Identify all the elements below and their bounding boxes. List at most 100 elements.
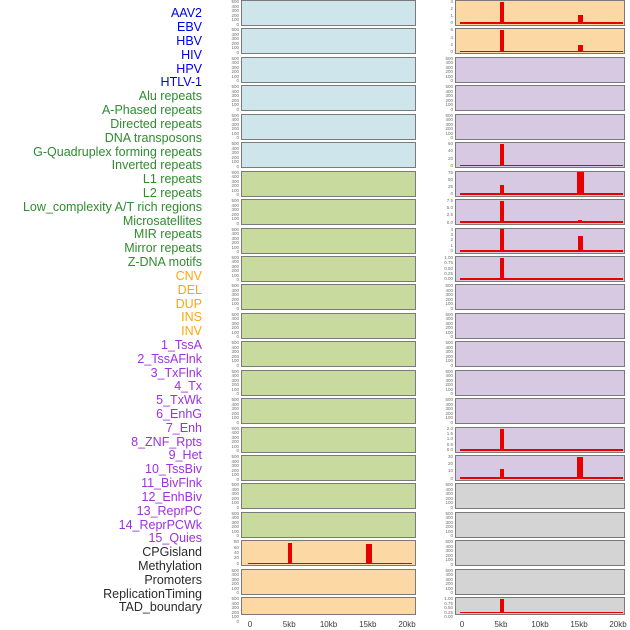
y-axis-ticks-dna-transposons: 500 400 300 200 100 0 — [219, 255, 239, 282]
y-axis-ticks-hbv: 500 400 300 200 100 0 — [219, 56, 239, 83]
track-label-replicationtiming: ReplicationTiming — [103, 586, 202, 601]
y-tick: 500 — [231, 226, 239, 232]
y-tick: 300 — [231, 377, 239, 383]
y-tick: 100 — [231, 272, 239, 278]
panel-z-dna-motifs — [241, 511, 416, 538]
y-axis-ticks-6-enhg: 7.5 5.0 2.5 0.0 — [433, 199, 453, 225]
y-tick: 400 — [445, 344, 453, 350]
y-tick: 200 — [231, 183, 239, 189]
y-tick: 200 — [231, 609, 239, 615]
y-tick: 300 — [445, 121, 453, 127]
y-tick: 300 — [231, 235, 239, 241]
y-tick: 400 — [231, 401, 239, 407]
y-tick: 500 — [231, 112, 239, 118]
y-tick: 500 — [231, 84, 239, 90]
y-tick: 20 — [447, 155, 453, 161]
y-tick: 400 — [231, 287, 239, 293]
signal-baseline — [460, 249, 623, 252]
track-label-alu-repeats: Alu repeats — [138, 89, 202, 104]
signal-spike-5kb — [500, 599, 504, 614]
signal-baseline — [460, 193, 623, 195]
y-tick: 400 — [445, 401, 453, 407]
track-label-htlv-1: HTLV-1 — [160, 75, 202, 90]
signal-baseline — [460, 449, 623, 451]
y-tick: 300 — [231, 320, 239, 326]
y-tick: 2 — [450, 41, 453, 47]
y-tick: 0.75 — [444, 260, 453, 266]
y-tick: 300 — [231, 150, 239, 156]
y-tick: 0 — [450, 504, 453, 510]
y-tick: 400 — [445, 373, 453, 379]
y-tick: 0 — [236, 163, 239, 169]
y-tick: 400 — [445, 486, 453, 492]
y-tick: 0 — [450, 78, 453, 84]
y-tick: 100 — [231, 45, 239, 51]
track-label-13-reprpc: 13_ReprPC — [136, 503, 202, 518]
y-tick: 400 — [445, 60, 453, 66]
y-tick: 400 — [231, 259, 239, 265]
y-tick: 400 — [231, 117, 239, 123]
y-tick: 100 — [231, 244, 239, 250]
y-tick: 100 — [231, 216, 239, 222]
y-tick: 300 — [231, 576, 239, 582]
y-tick: 500 — [445, 482, 453, 488]
y-tick: 0 — [236, 476, 239, 482]
y-tick: 200 — [231, 495, 239, 501]
y-tick: 100 — [231, 386, 239, 392]
signal-spike-15kb — [577, 44, 583, 53]
y-tick: 0 — [450, 475, 453, 481]
panel-10-tssbiv — [455, 312, 625, 339]
panel-hiv — [241, 85, 416, 112]
y-tick: 0 — [236, 135, 239, 141]
y-tick: 0 — [450, 419, 453, 425]
y-tick: 500 — [231, 454, 239, 460]
signal-spike-5kb — [288, 542, 293, 565]
y-tick: 100 — [231, 17, 239, 22]
panel-9-het — [455, 284, 625, 311]
y-tick: 500 — [231, 567, 239, 573]
y-tick: 300 — [231, 519, 239, 525]
track-label-11-bivflnk: 11_BivFlnk — [141, 476, 202, 491]
y-tick: 40 — [447, 148, 453, 154]
y-tick: 400 — [231, 202, 239, 208]
y-tick: 100 — [445, 102, 453, 108]
y-axis-ticks-del: 500 400 300 200 100 0 — [219, 567, 239, 595]
y-tick: 200 — [231, 154, 239, 160]
panel-ebv — [241, 28, 416, 55]
y-tick: 100 — [445, 415, 453, 421]
y-tick: 400 — [231, 231, 239, 237]
y-axis-ticks-tad-boundary: 1.00 0.75 0.50 0.25 0.00 — [433, 597, 453, 619]
y-axis-ticks-11-bivflnk: 500 400 300 200 100 0 — [433, 341, 453, 368]
track-label-cpgisland: CPGisland — [142, 545, 202, 560]
y-tick: 4 — [450, 226, 453, 232]
y-axis-ticks-1-tssa: 500 400 300 200 100 0 — [433, 56, 453, 84]
y-axis-ticks-5-txwk: 75 50 25 0 — [433, 170, 453, 197]
x-tick-label-col0: 15kb — [359, 620, 377, 629]
y-tick: 2 — [450, 237, 453, 243]
y-tick: 0 — [236, 362, 239, 368]
y-tick: 10 — [447, 468, 453, 474]
y-tick: 300 — [231, 64, 239, 70]
panel-methylation — [455, 511, 625, 538]
signal-spike-5kb — [500, 258, 504, 280]
y-tick: 400 — [445, 515, 453, 521]
panel-cnv — [241, 540, 416, 567]
y-tick: 300 — [231, 207, 239, 213]
x-tick-label-col1: 0 — [459, 620, 465, 629]
y-tick: 0 — [236, 249, 239, 255]
y-tick: 400 — [231, 60, 239, 66]
track-label-cnv: CNV — [175, 268, 202, 283]
signal-spike-5kb — [500, 30, 504, 53]
y-axis-ticks-15-quies: 30 20 10 0 — [433, 455, 453, 481]
x-tick-label-col1: 5kb — [494, 620, 508, 629]
y-tick: 400 — [231, 316, 239, 322]
y-axis-ticks-mirror-repeats: 500 400 300 200 100 0 — [219, 483, 239, 510]
signal-spike-5kb — [500, 143, 504, 167]
track-label-5-txwk: 5_TxWk — [156, 393, 202, 408]
y-tick: 500 — [445, 539, 453, 545]
y-tick: 100 — [445, 130, 453, 136]
track-label-low-complexity-a-t-rich-regions: Low_complexity A/T rich regions — [22, 199, 202, 214]
y-tick: 200 — [445, 296, 453, 302]
y-tick: 100 — [231, 472, 239, 478]
